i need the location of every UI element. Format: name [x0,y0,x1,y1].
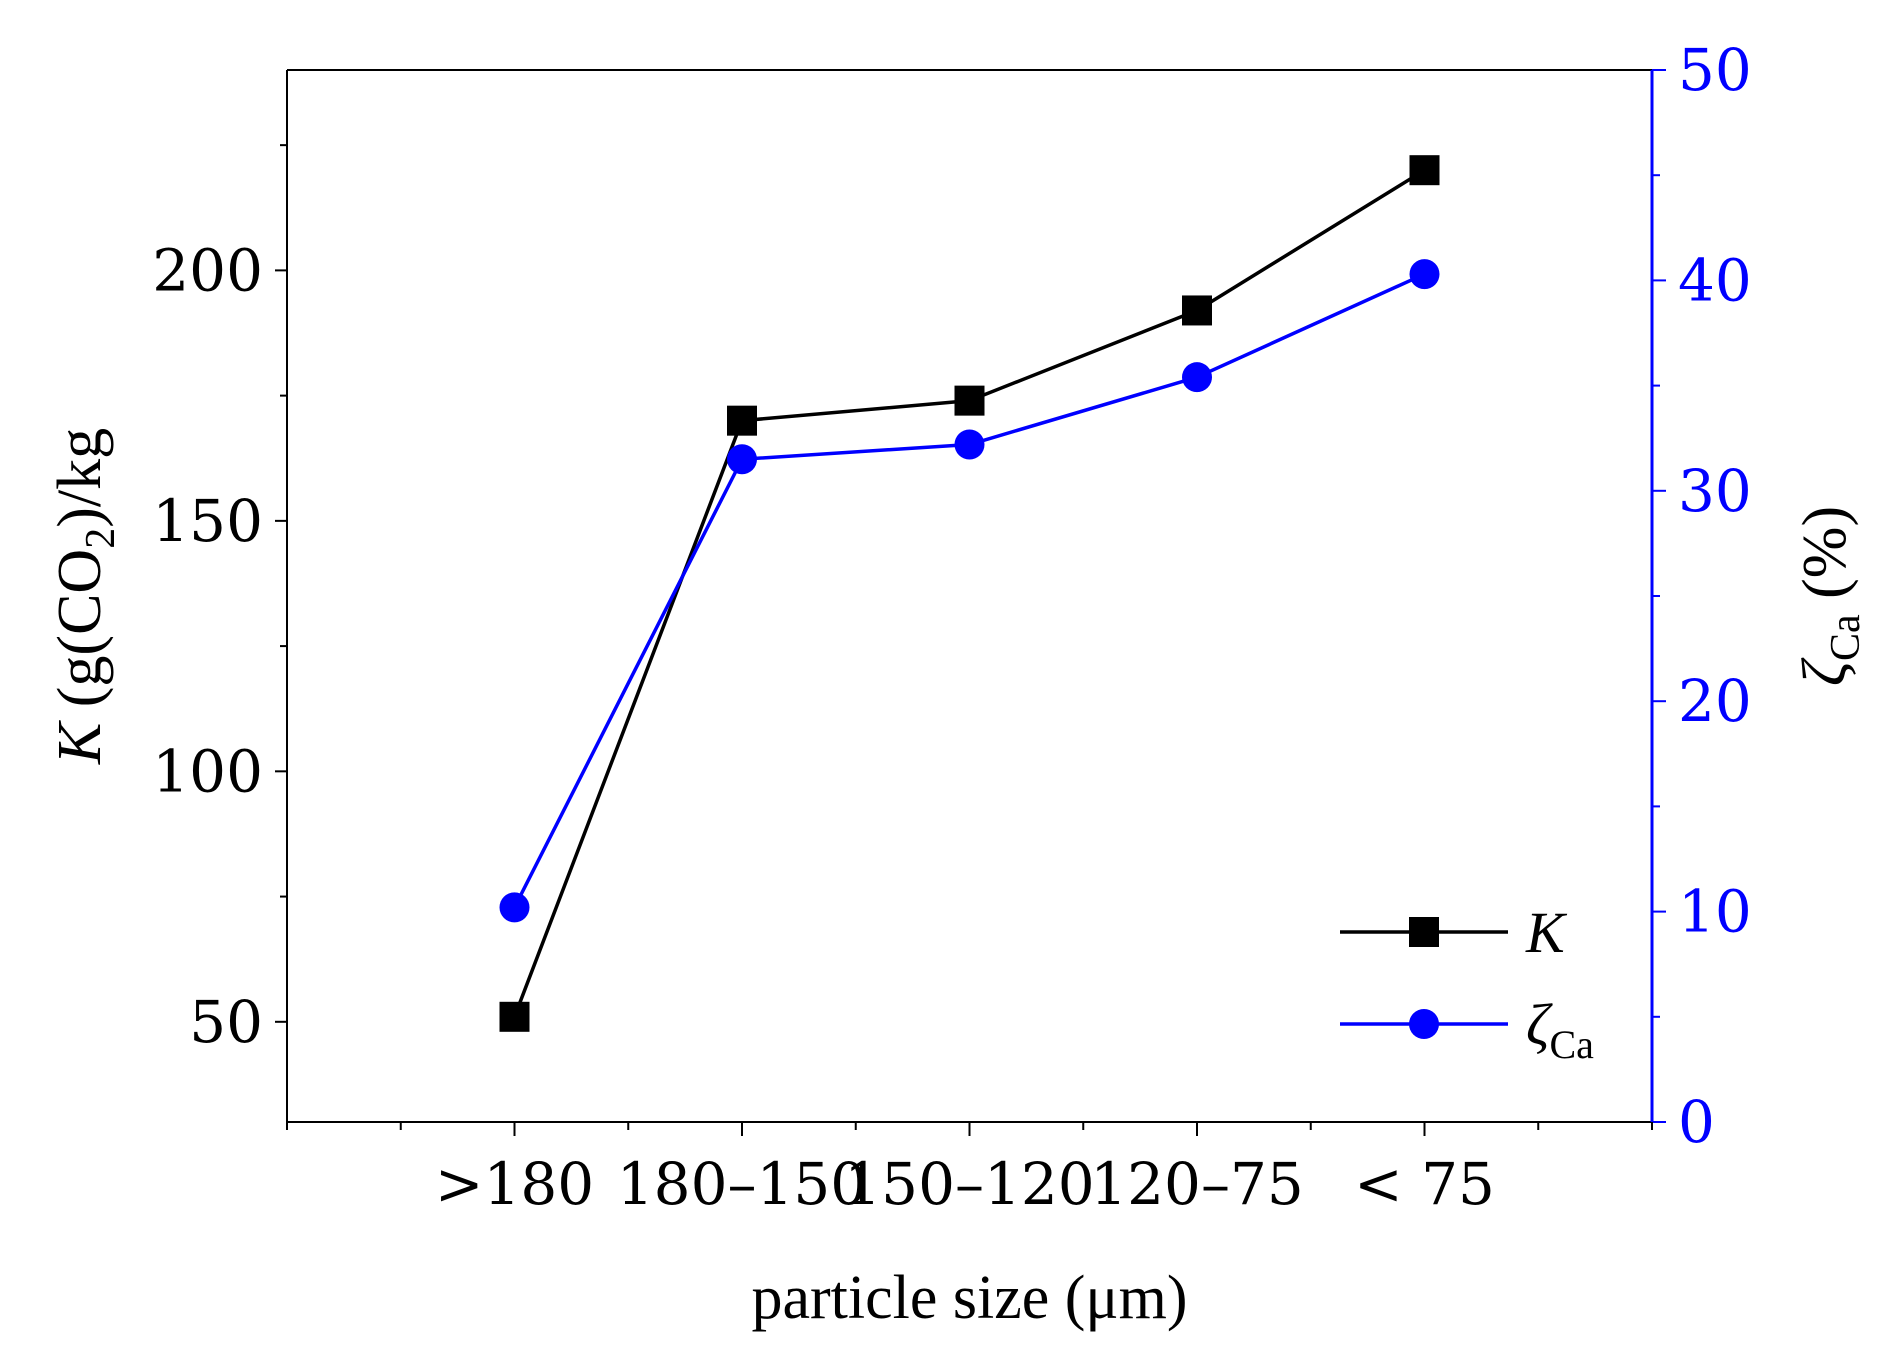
x-tick-label: >180 [435,1150,594,1218]
legend-marker-square [1409,917,1439,947]
legend-label: K [1525,900,1568,965]
data-point-zeta-ca [954,429,985,460]
right-tick-label: 40 [1678,246,1752,314]
data-point-zeta-ca [499,892,530,923]
axes-layer [275,69,1666,1136]
data-point-zeta-ca [727,444,757,475]
left-tick-label: 100 [152,737,263,805]
x-tick-label: 120–75 [1090,1150,1304,1218]
series-line-zeta-ca [512,272,1426,909]
x-tick-label: < 75 [1354,1150,1495,1218]
data-point-k [1182,295,1212,326]
right-tick-label: 10 [1678,878,1752,946]
legend-marker-circle [1409,1009,1439,1039]
data-point-k [1409,155,1440,186]
labels-layer: 50 100 150 200 0 10 20 30 40 50 >180 180–150150–120… [46,36,1869,1332]
right-tick-label: 0 [1678,1088,1715,1156]
left-axis-title: K (g(CO2)/kg [46,428,124,765]
data-point-k [954,385,985,416]
series-layer [499,155,1440,1032]
right-tick-label: 30 [1678,457,1752,525]
x-axis-title: particle size (μm) [751,1264,1187,1332]
right-tick-label: 20 [1678,667,1752,735]
right-tick-label: 50 [1678,36,1752,104]
right-axis-title: ζCa (%) [1791,506,1869,686]
left-tick-label: 50 [189,988,263,1056]
left-tick-label: 200 [152,236,263,304]
data-point-k [499,1001,530,1032]
legend-label: ζCa [1526,992,1594,1067]
data-point-zeta-ca [1182,362,1212,393]
data-point-zeta-ca [1409,259,1440,290]
series-line-k [512,168,1426,1018]
left-tick-label: 150 [152,487,263,555]
x-tick-label: 180–150 [617,1150,867,1218]
data-point-k [727,405,757,436]
x-tick-label: 150–120 [844,1150,1094,1218]
